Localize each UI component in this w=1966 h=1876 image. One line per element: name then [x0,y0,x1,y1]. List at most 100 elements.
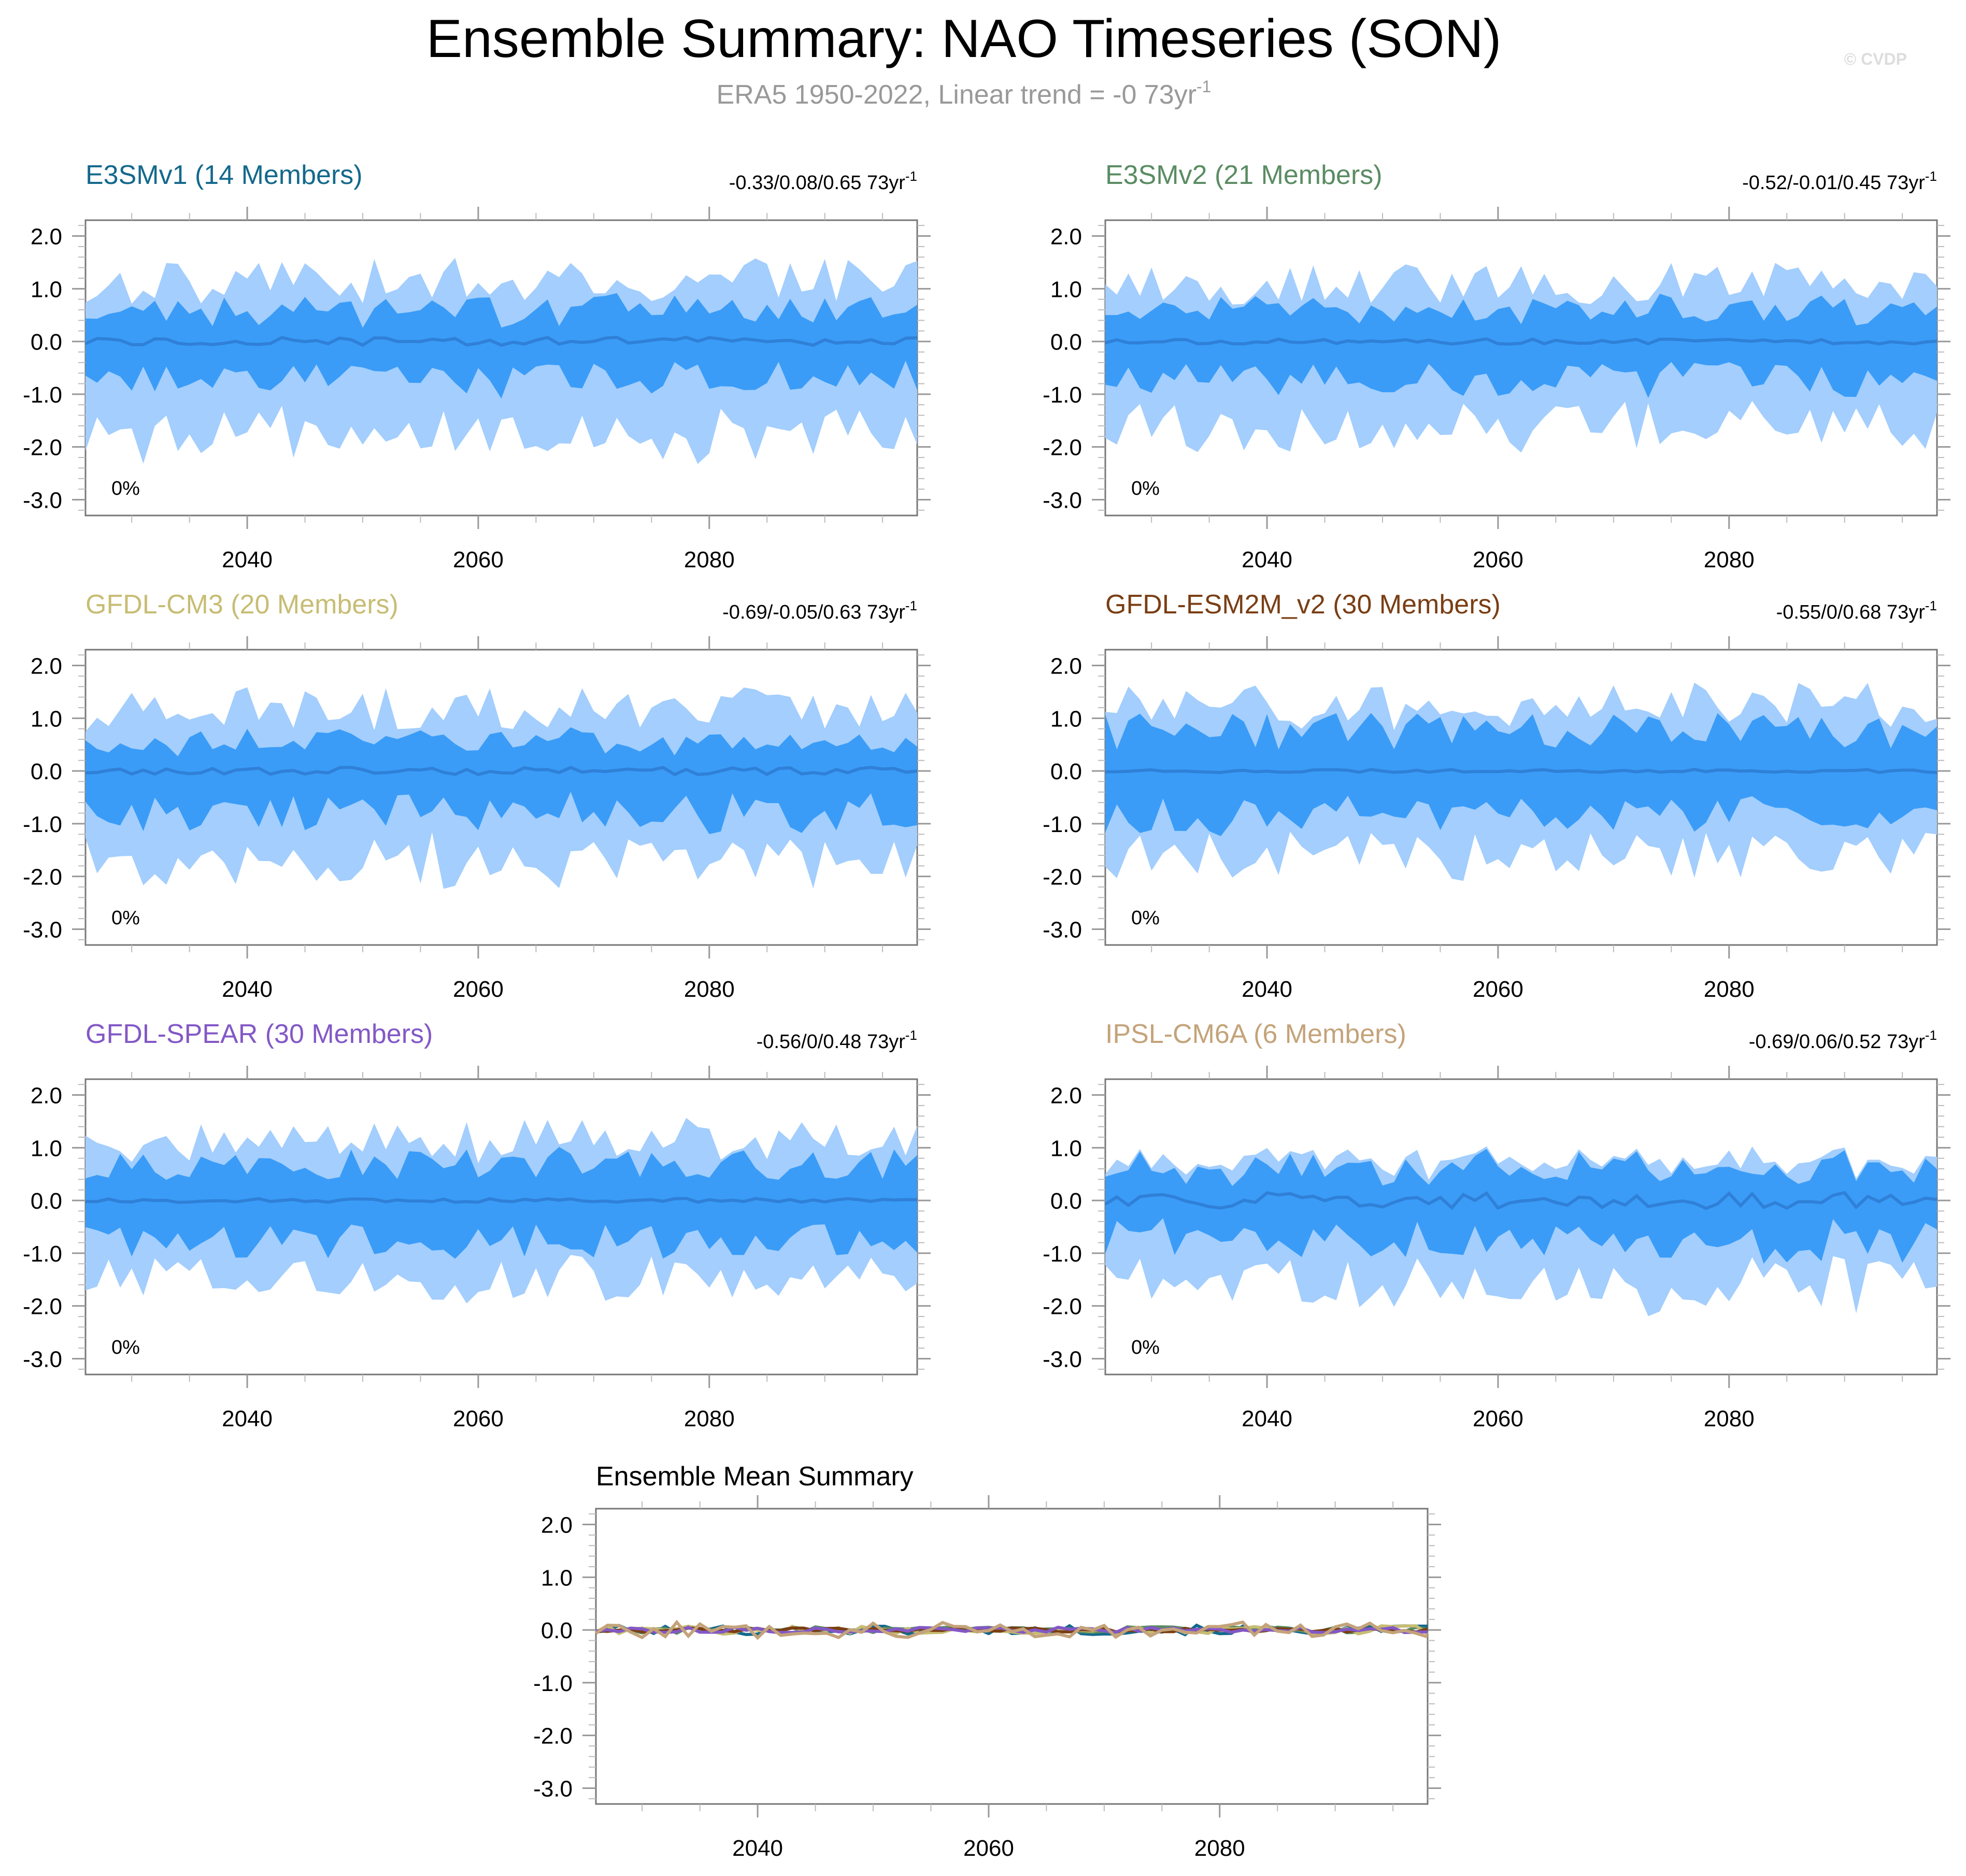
panel-5-trend-label: -0.56/0/0.48 73yr-1 [757,1027,917,1053]
panel-5-ytick-label: -2.0 [23,1294,62,1320]
panel-3-ytick-label: 2.0 [31,654,62,679]
mean-summary-ytick-label: -1.0 [533,1671,573,1696]
panel-1-ytick-label: -1.0 [23,382,62,408]
panel-2-ytick-label: 0.0 [1050,330,1082,355]
panel-4-ytick-label: -3.0 [1043,917,1082,942]
panel-1-trend-sup: -1 [905,168,917,184]
panel-4-ytick-label: 2.0 [1050,654,1082,679]
panel-6-trend-label: -0.69/0.06/0.52 73yr-1 [1749,1027,1937,1053]
panel-3-inner-spread-band [86,727,917,834]
panel-5-trend-value: -0.56/0/0.48 73yr [757,1031,906,1053]
panel-3-percent-label: 0% [111,907,140,929]
panel-1-ytick-label: 2.0 [31,224,62,250]
panel-2-trend-sup: -1 [1925,168,1937,184]
panel-5-xtick-label: 2060 [453,1406,504,1431]
mean-summary-xtick-label: 2040 [732,1836,783,1861]
ensemble-mean-summary-panel: Ensemble Mean Summary 2.0 1.0 0.0 -1.0 -2.0 -3… [533,1462,1441,1861]
panel-6-ytick-label: 2.0 [1050,1083,1082,1109]
panel-5-inner-spread-band [86,1147,917,1259]
panel-6-trend-sup: -1 [1925,1027,1937,1043]
figure-subtitle-main: ERA5 1950-2022, Linear trend = -0 73yr [717,80,1196,110]
panel-6-trend-value: -0.69/0.06/0.52 73yr [1749,1031,1925,1053]
panel-6-percent-label: 0% [1131,1337,1160,1358]
panel-5-ytick-label: -3.0 [23,1347,62,1372]
panel-6-ytick-label: -1.0 [1043,1241,1082,1267]
panel-5-ytick-label: 0.0 [31,1188,62,1214]
panel-5-trend-sup: -1 [905,1027,917,1043]
panel-5-ytick-label: -1.0 [23,1241,62,1267]
panel-6-ytick-label: 0.0 [1050,1188,1082,1214]
panel-1: E3SMv1 (14 Members) -0.33/0.08/0.65 73yr-… [23,160,931,572]
mean-summary-ytick-label: 0.0 [541,1618,573,1643]
panel-2-ytick-label: -2.0 [1043,435,1082,461]
panel-3-ytick-label: -2.0 [23,865,62,890]
panel-6-xtick-label: 2060 [1473,1406,1523,1431]
panel-3-ytick-label: -1.0 [23,812,62,837]
figure-subtitle: ERA5 1950-2022, Linear trend = -0 73yr-1 [717,77,1212,110]
panel-5-xtick-label: 2040 [222,1406,273,1431]
panel-5: GFDL-SPEAR (30 Members) -0.56/0/0.48 73yr… [23,1019,931,1431]
panel-6-xtick-label: 2080 [1704,1406,1755,1431]
panel-3-ytick-label: 0.0 [31,759,62,784]
cvdp-credit: © CVDP [1844,50,1907,68]
panel-3-ytick-label: -3.0 [23,917,62,942]
panel-2-ensemble-mean-line [1105,337,1937,346]
panel-4-xtick-label: 2080 [1704,977,1755,1002]
mean-summary-line-ipsl-cm6a [595,1620,1428,1640]
panel-3-title: GFDL-CM3 (20 Members) [86,590,398,620]
mean-summary-ytick-label: 2.0 [541,1513,573,1538]
mean-summary-line-gfdl-esm2m-v2 [595,1626,1428,1634]
figure-subtitle-sup: -1 [1196,77,1211,96]
mean-summary-xtick-label: 2060 [963,1836,1014,1861]
panel-1-percent-label: 0% [111,478,140,499]
panel-1-xtick-label: 2060 [453,547,504,572]
panel-4-xtick-label: 2040 [1242,977,1292,1002]
panel-2-percent-label: 0% [1131,478,1160,499]
panel-2-xtick-label: 2040 [1242,547,1292,572]
panel-3-xtick-label: 2040 [222,977,273,1002]
panel-1-trend-label: -0.33/0.08/0.65 73yr-1 [729,168,917,194]
panel-1-ytick-label: -3.0 [23,488,62,513]
panel-3: GFDL-CM3 (20 Members) -0.69/-0.05/0.63 73… [23,590,931,1002]
panel-2: E3SMv2 (21 Members) -0.52/-0.01/0.45 73yr… [1043,160,1950,572]
panel-6-ytick-label: 1.0 [1050,1136,1082,1161]
panel-4-trend-sup: -1 [1925,598,1937,613]
panel-6-ytick-label: -2.0 [1043,1294,1082,1320]
panel-6: IPSL-CM6A (6 Members) -0.69/0.06/0.52 73y… [1043,1019,1950,1431]
panel-1-xtick-label: 2040 [222,547,273,572]
panel-1-trend-value: -0.33/0.08/0.65 73yr [729,172,905,194]
panels-layer: E3SMv1 (14 Members) -0.33/0.08/0.65 73yr-… [23,160,1950,1431]
panel-4-percent-label: 0% [1131,907,1160,929]
panel-4-ytick-label: -2.0 [1043,865,1082,890]
panel-3-trend-sup: -1 [905,598,917,613]
mean-summary-ytick-label: 1.0 [541,1565,573,1591]
panel-2-title: E3SMv2 (21 Members) [1105,160,1383,190]
panel-4-trend-value: -0.55/0/0.68 73yr [1776,602,1926,623]
panel-3-trend-label: -0.69/-0.05/0.63 73yr-1 [722,598,917,623]
panel-6-ensemble-mean-line [1104,1191,1937,1210]
panel-3-trend-value: -0.69/-0.05/0.63 73yr [722,602,905,623]
panel-5-ensemble-mean-line [86,1197,918,1204]
mean-summary-plot-frame [595,1508,1429,1805]
panel-2-xtick-label: 2060 [1473,547,1523,572]
panel-5-ytick-label: 2.0 [31,1083,62,1109]
panel-1-ytick-label: 1.0 [31,277,62,302]
panel-2-ytick-label: -3.0 [1043,488,1082,513]
panel-1-ensemble-mean-line [84,335,918,347]
panel-5-ytick-label: 1.0 [31,1136,62,1161]
panel-1-ytick-label: -2.0 [23,435,62,461]
panel-4-ytick-label: 0.0 [1050,759,1082,784]
panel-4-ensemble-mean-line [1105,768,1937,775]
mean-summary-ytick-label: -2.0 [533,1724,573,1749]
panel-4-ytick-label: -1.0 [1043,812,1082,837]
mean-summary-xtick-label: 2080 [1194,1836,1245,1861]
panel-5-title: GFDL-SPEAR (30 Members) [86,1019,433,1049]
panel-2-trend-value: -0.52/-0.01/0.45 73yr [1742,172,1925,194]
panel-6-title: IPSL-CM6A (6 Members) [1105,1019,1406,1049]
panel-3-ytick-label: 1.0 [31,706,62,732]
panel-4: GFDL-ESM2M_v2 (30 Members) -0.55/0/0.68 7… [1043,590,1950,1002]
panel-6-xtick-label: 2040 [1242,1406,1292,1431]
panel-2-ytick-label: 2.0 [1050,224,1082,250]
panel-6-ytick-label: -3.0 [1043,1347,1082,1372]
